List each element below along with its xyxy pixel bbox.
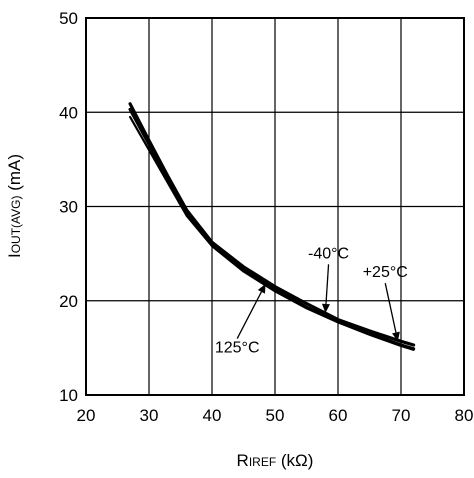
annotation-leader-3: [236, 291, 262, 339]
series-line-1: [128, 102, 416, 347]
x-tick-label-4: 60: [329, 406, 348, 425]
x-tick-label-2: 40: [203, 406, 222, 425]
x-axis-label: RIREF (kΩ): [237, 451, 314, 470]
series-group: [128, 102, 416, 351]
x-tick-label-6: 80: [455, 406, 474, 425]
x-tick-label-0: 20: [77, 406, 96, 425]
annotation-leader-1: [325, 264, 330, 305]
x-tick-label-1: 30: [140, 406, 159, 425]
annotations: -40°C +25°C 125°C: [215, 245, 408, 356]
annotation-label-2: +25°C: [363, 264, 408, 281]
annotation-label-3: 125°C: [215, 340, 260, 357]
x-tick-labels: 20 30 40 50 60 70 80: [77, 406, 474, 425]
x-axis-label-sub: IREF: [249, 455, 276, 469]
x-axis-label-main: R: [237, 451, 249, 470]
series-line-3: [129, 115, 415, 351]
plot-frame: [85, 17, 465, 396]
annotation-arrowhead-3: [257, 283, 266, 294]
y-tick-labels: 10 20 30 40 50: [59, 9, 78, 405]
x-axis-label-unit: (kΩ): [276, 451, 313, 470]
annotation-label-1: -40°C: [308, 245, 349, 262]
y-axis-label: IOUT(AVG) (mA): [5, 154, 24, 258]
annotation-arrowhead-1: [321, 303, 330, 314]
y-axis-label-main: I: [5, 253, 24, 258]
annotation-leader-2: [384, 283, 397, 333]
y-tick-label-2: 30: [59, 198, 78, 217]
x-tick-label-3: 50: [266, 406, 285, 425]
y-axis-label-sub: OUT(AVG): [9, 196, 23, 254]
series-line-2: [128, 107, 416, 351]
annotation-arrowhead-2: [392, 331, 400, 342]
y-tick-label-0: 10: [59, 386, 78, 405]
y-tick-label-3: 40: [59, 103, 78, 122]
y-axis-label-unit: (mA): [5, 154, 24, 196]
x-tick-label-5: 70: [392, 406, 411, 425]
y-tick-label-1: 20: [59, 292, 78, 311]
y-tick-label-4: 50: [59, 9, 78, 28]
grid: [86, 18, 464, 395]
